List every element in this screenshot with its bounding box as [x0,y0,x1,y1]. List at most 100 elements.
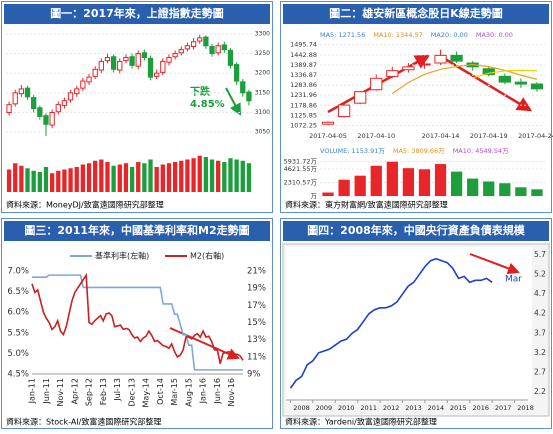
candle-body [190,41,197,47]
volume-bar [515,187,527,196]
volume-bar [418,169,431,196]
candle-body [104,57,111,62]
y-tick-label: 1389.87 [290,61,317,69]
y-tick-label: 万 [311,192,318,200]
volume-bar [154,167,159,192]
candle-body [370,77,383,91]
volume-bar [179,160,184,192]
x-tick-label: Oct-14 [156,378,165,405]
volume-bar [203,157,209,192]
candle-body [482,68,495,75]
candle-body [498,75,511,83]
volume-bar [68,168,73,192]
volume-bar [450,171,463,196]
x-tick-label: Jun-11 [42,378,51,405]
candle-body [43,115,49,125]
volume-bar [197,155,202,192]
x-tick-label: Jul-13 [113,378,122,402]
y-tick-label: 4.7 [534,289,546,298]
legend-entry: MA10: 4549.54万 [453,147,509,155]
candle-body [18,88,25,95]
y-tick-label: 3050 [255,129,270,136]
volume-bar [142,163,147,192]
volume-bar [19,165,24,192]
annotation: 4.85% [190,99,225,110]
volume-bar [499,183,511,196]
legend-entry: MA20: 0.00 [431,31,468,39]
legend-entry: MA30: 0.00 [476,31,513,39]
volume-bar [531,189,543,196]
x-tick-label: 2015 [450,404,467,412]
y-tick-label: 2.2 [534,387,546,396]
candle-body [12,92,18,105]
x-tick-label: Jun-16 [213,378,222,405]
candle-body [221,44,227,51]
candle-body [117,60,123,71]
candle-body [172,53,178,58]
x-tick-label: 2017-04-10 [357,132,395,140]
volume-bar [31,170,36,192]
candle-body [418,63,431,66]
y-tick-label: 19% [247,284,266,294]
volume-bar [467,178,479,196]
volume-bar [117,164,122,192]
candle-body [6,104,12,114]
candle-body [147,57,154,78]
volume-bar [136,162,141,192]
candle-body [24,87,31,98]
candle-body [203,36,209,47]
legend-entry: MA5: 1271.56 [320,31,365,39]
candle-body [209,46,215,55]
y-tick-label: 5.5% [7,328,29,338]
candle-body [92,68,98,77]
arrow [469,253,520,275]
source: 資料來源：Yardeni/致富遠國際研究部整理 [285,417,437,427]
y-tick-label: 4621.55万 [284,165,318,173]
y-tick-label: 3250 [255,50,270,57]
y-tick-label: 6.5% [7,287,29,297]
volume-bar [386,161,398,196]
x-tick-label: 2017-04-24 [518,132,553,140]
legend-entry: MA5: 3809.66万 [393,147,445,155]
y-tick-label: 3100 [255,109,270,116]
volume-bar [370,165,382,196]
x-tick-label: 2009 [316,404,333,412]
candle-body [160,60,166,73]
volume-bar [228,158,233,192]
y-tick-label: 5.0% [7,349,29,359]
candle-body [337,104,351,118]
volume-bar [160,164,165,192]
volume-bar [49,173,55,192]
chart-title: 圖三：2011年來，中國基準利率和M2走勢圖 [24,223,249,237]
x-tick-label: 2014 [428,404,445,412]
panel [1,218,273,429]
volume-bar [86,163,92,192]
y-tick-label: 4.5% [7,370,29,380]
candle-body [74,88,80,95]
y-tick-label: 3150 [255,89,270,96]
candle-body [123,57,129,62]
volume-bar [123,163,129,192]
candle-body [227,49,234,66]
x-tick-label: Feb-13 [99,378,108,405]
volume-bar [240,160,245,192]
volume-bar [129,167,135,192]
plot-area [286,247,532,402]
y-tick-label: 2310.57万 [284,179,318,187]
volume-bar [338,179,350,196]
x-tick-label: Sep-12 [85,378,94,406]
y-tick-label: 1125.85 [290,111,317,119]
candle-body [37,107,43,117]
volume-bar [222,162,227,192]
candle-body [31,97,37,110]
candle-body [354,91,367,104]
x-tick-label: 2013 [405,404,422,412]
x-tick-label: 2017-04-14 [422,132,460,140]
source: 資料來源：Stock-AI/致富遠國際研究部整理 [6,417,161,427]
volume-bar [322,192,334,196]
y-tick-label: 1231.96 [290,91,317,99]
candle-body [129,56,135,66]
candle-body [240,81,246,94]
candle-body [178,49,184,54]
